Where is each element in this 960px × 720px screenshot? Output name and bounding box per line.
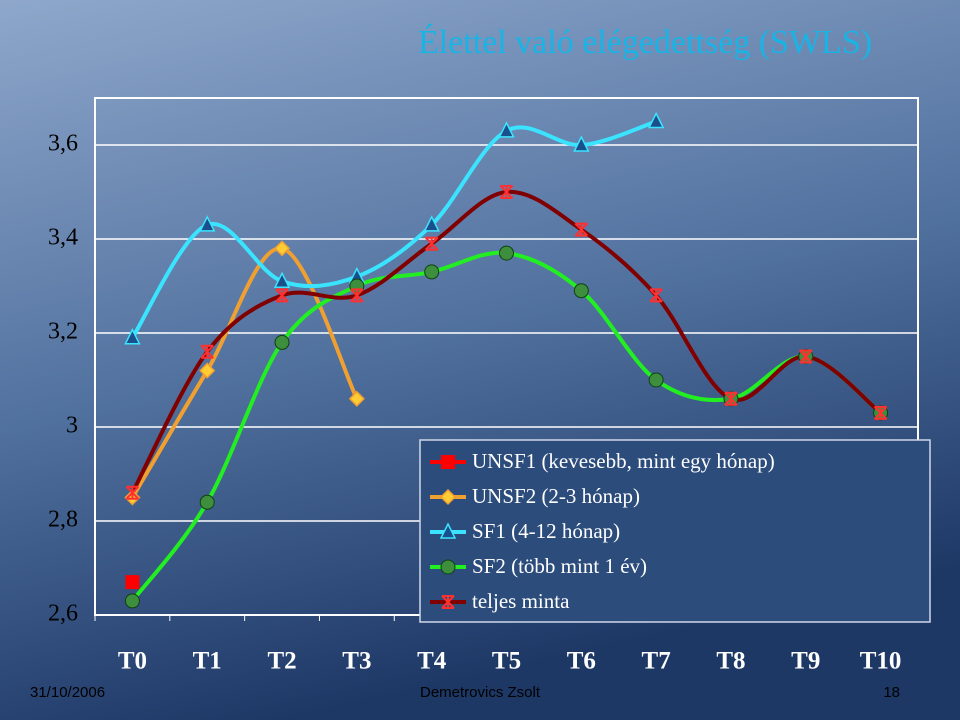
y-tick-label: 3,4 [48, 225, 78, 251]
x-tick-label: T6 [567, 648, 596, 675]
y-tick-label: 3,6 [48, 131, 78, 157]
marker [125, 575, 140, 590]
marker [499, 185, 514, 199]
marker [200, 344, 214, 359]
series-line [130, 246, 359, 499]
marker [441, 455, 455, 469]
marker [441, 595, 455, 609]
marker [273, 240, 291, 257]
marker [573, 135, 590, 152]
footer-date: 31/10/2006 [30, 684, 105, 701]
plot: 2,6 2,8 3 3,2 3,4 3,6 T0 T1 T2 T3 T4 T5 T6 T7 T8 T9 T10 [48, 111, 918, 675]
x-tick-label: T4 [417, 648, 447, 675]
marker [648, 372, 664, 388]
legend-box [419, 439, 931, 623]
chart-title: Élettel való elégedettség (SWLS) [418, 24, 872, 61]
legend-label: UNSF1 (kevesebb, mint egy hónap) [472, 449, 775, 473]
footer-page: 18 [883, 684, 900, 701]
marker [125, 485, 140, 500]
marker [273, 271, 291, 289]
x-tick-label: T7 [642, 648, 671, 675]
marker [873, 405, 888, 420]
marker [724, 391, 738, 406]
legend: UNSF1 (kevesebb, mint egy hónap) UNSF2 (2… [430, 449, 775, 613]
x-tick-label: T2 [267, 648, 296, 675]
marker [124, 593, 140, 609]
footer-author: Demetrovics Zsolt [420, 684, 541, 701]
y-tick-label: 3 [66, 413, 78, 439]
marker [275, 288, 289, 303]
y-tick-label: 2,6 [48, 601, 78, 627]
legend-label: UNSF2 (2-3 hónap) [472, 484, 640, 508]
marker [199, 494, 215, 510]
marker [199, 362, 216, 379]
marker [350, 288, 364, 303]
x-tick-label: T5 [492, 648, 521, 675]
x-tick-label: T0 [118, 648, 147, 675]
marker [424, 264, 440, 280]
x-tick-label: T3 [342, 648, 371, 675]
x-tick-label: T9 [791, 648, 820, 675]
marker [647, 111, 665, 129]
y-tick-label: 2,8 [48, 507, 78, 533]
marker [573, 283, 589, 299]
marker [199, 215, 216, 232]
marker [124, 328, 141, 345]
marker [274, 334, 290, 350]
marker [348, 390, 365, 407]
marker [439, 522, 457, 539]
marker [499, 245, 514, 261]
marker [423, 215, 440, 232]
x-tick-label: T1 [193, 648, 222, 675]
legend-label: SF1 (4-12 hónap) [472, 519, 620, 543]
marker [439, 488, 457, 506]
marker [498, 121, 515, 138]
x-tick-label: T8 [716, 648, 745, 675]
x-tick-label: T10 [860, 648, 902, 675]
marker [574, 222, 589, 237]
marker [424, 236, 439, 251]
marker [649, 288, 663, 303]
y-tick-label: 3,2 [48, 319, 78, 345]
legend-label: teljes minta [472, 589, 570, 613]
marker [440, 559, 456, 575]
marker [799, 349, 813, 364]
legend-label: SF2 (több mint 1 év) [472, 554, 647, 578]
